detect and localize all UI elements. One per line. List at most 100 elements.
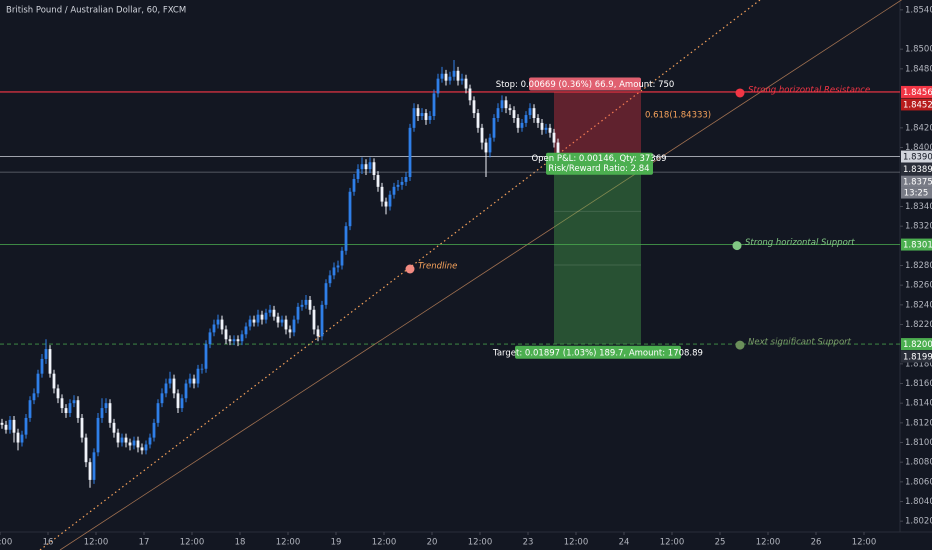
- y-tick-label: 1.81800: [905, 359, 932, 369]
- candle-body: [132, 440, 136, 446]
- candle-body: [432, 93, 436, 117]
- candle-body: [220, 319, 224, 330]
- x-tick-label: 12:00: [84, 538, 109, 548]
- candle-body: [48, 349, 52, 374]
- candle-body: [428, 116, 432, 120]
- price-badge: [901, 163, 932, 176]
- candle-body: [4, 424, 8, 430]
- candle-body: [16, 432, 20, 443]
- chart-title: British Pound / Australian Dollar, 60, F…: [6, 6, 186, 16]
- stop-label: Stop: 0.00669 (0.36%) 66.9, Amount: 750: [496, 80, 675, 90]
- candle-body: [216, 319, 220, 325]
- candle-body: [312, 309, 316, 330]
- candle-body: [272, 309, 276, 317]
- candle-body: [416, 108, 420, 117]
- x-tick-label: 12:00: [564, 538, 589, 548]
- candle-body: [316, 329, 320, 337]
- candle-body: [556, 142, 560, 157]
- price-badge-label: 1.84527: [903, 100, 932, 110]
- candle-body: [424, 113, 428, 120]
- price-badge: [901, 85, 932, 98]
- candle-body: [492, 118, 496, 138]
- y-tick-label: 1.80800: [905, 458, 932, 468]
- y-tick-label: 1.82800: [905, 261, 932, 271]
- candle-body: [500, 100, 504, 109]
- candle-body: [460, 78, 464, 81]
- candle-body: [376, 175, 380, 187]
- candle-body: [348, 191, 352, 227]
- candle-body: [92, 452, 96, 480]
- candle-body: [96, 417, 100, 453]
- candle-body: [464, 78, 468, 89]
- fib-label: 0.618(1.84333): [645, 111, 711, 121]
- candle-body: [12, 419, 16, 433]
- candle-body: [104, 403, 108, 409]
- candle-body: [56, 388, 60, 399]
- candle-body: [0, 422, 4, 425]
- candle-body: [440, 73, 444, 79]
- candle-body: [116, 432, 120, 443]
- trendline: [59, 0, 903, 550]
- annotation-dot: [732, 241, 742, 251]
- x-tick-label: 00:00: [0, 538, 12, 548]
- candle-body: [444, 73, 448, 81]
- x-tick-label: 20: [427, 538, 438, 548]
- candle-body: [300, 304, 304, 307]
- x-tick-label: 12:00: [660, 538, 685, 548]
- y-tick-label: 1.81600: [905, 379, 932, 389]
- candle-body: [44, 349, 48, 359]
- candle-body: [36, 373, 40, 394]
- price-badge-label: 1.83013: [903, 241, 932, 251]
- candle-body: [480, 127, 484, 143]
- x-tick-label: 12:00: [468, 538, 493, 548]
- candle-body: [64, 408, 68, 414]
- candle-body: [168, 378, 172, 384]
- candle-body: [80, 417, 84, 438]
- candle-body: [284, 319, 288, 330]
- y-tick-label: 1.84800: [905, 64, 932, 74]
- candle-body: [264, 312, 268, 320]
- candle-body: [392, 186, 396, 195]
- candle-body: [72, 400, 76, 404]
- candle-body: [536, 118, 540, 123]
- price-badge: [901, 98, 932, 111]
- candle-body: [512, 110, 516, 119]
- y-tick-label: 1.81000: [905, 438, 932, 448]
- candle-body: [372, 162, 376, 176]
- countdown-bg: [901, 187, 932, 199]
- candle-body: [400, 181, 404, 185]
- candle-body: [140, 447, 144, 451]
- annotation: Trendline: [418, 262, 457, 272]
- candle-body: [380, 186, 384, 202]
- price-badge: [901, 150, 932, 163]
- pnl-label: Open P&L: 0.00146, Qty: 37369: [531, 154, 666, 164]
- candle-body: [552, 132, 556, 143]
- candle-body: [84, 437, 88, 463]
- candle-body: [436, 78, 440, 94]
- candle-body: [472, 100, 476, 114]
- candle-body: [108, 403, 112, 423]
- candle-body: [456, 70, 460, 81]
- price-badge: [901, 175, 932, 188]
- x-tick-label: 24: [619, 538, 630, 548]
- candle-body: [412, 108, 416, 128]
- candle-body: [524, 115, 528, 123]
- candle-body: [180, 398, 184, 409]
- candle-body: [352, 178, 356, 192]
- candle-body: [292, 319, 296, 333]
- countdown: 13:25: [904, 189, 929, 199]
- stop-zone: [554, 91, 641, 158]
- candle-body: [208, 332, 212, 345]
- candle-body: [364, 164, 368, 170]
- candle-body: [68, 403, 72, 414]
- candle-body: [28, 400, 32, 418]
- candle-body: [148, 437, 152, 445]
- candle-body: [276, 316, 280, 323]
- candle-body: [548, 127, 552, 133]
- candle-body: [136, 440, 140, 448]
- annotation-dot: [735, 88, 745, 98]
- candle-body: [232, 339, 236, 342]
- candle-body: [32, 393, 36, 401]
